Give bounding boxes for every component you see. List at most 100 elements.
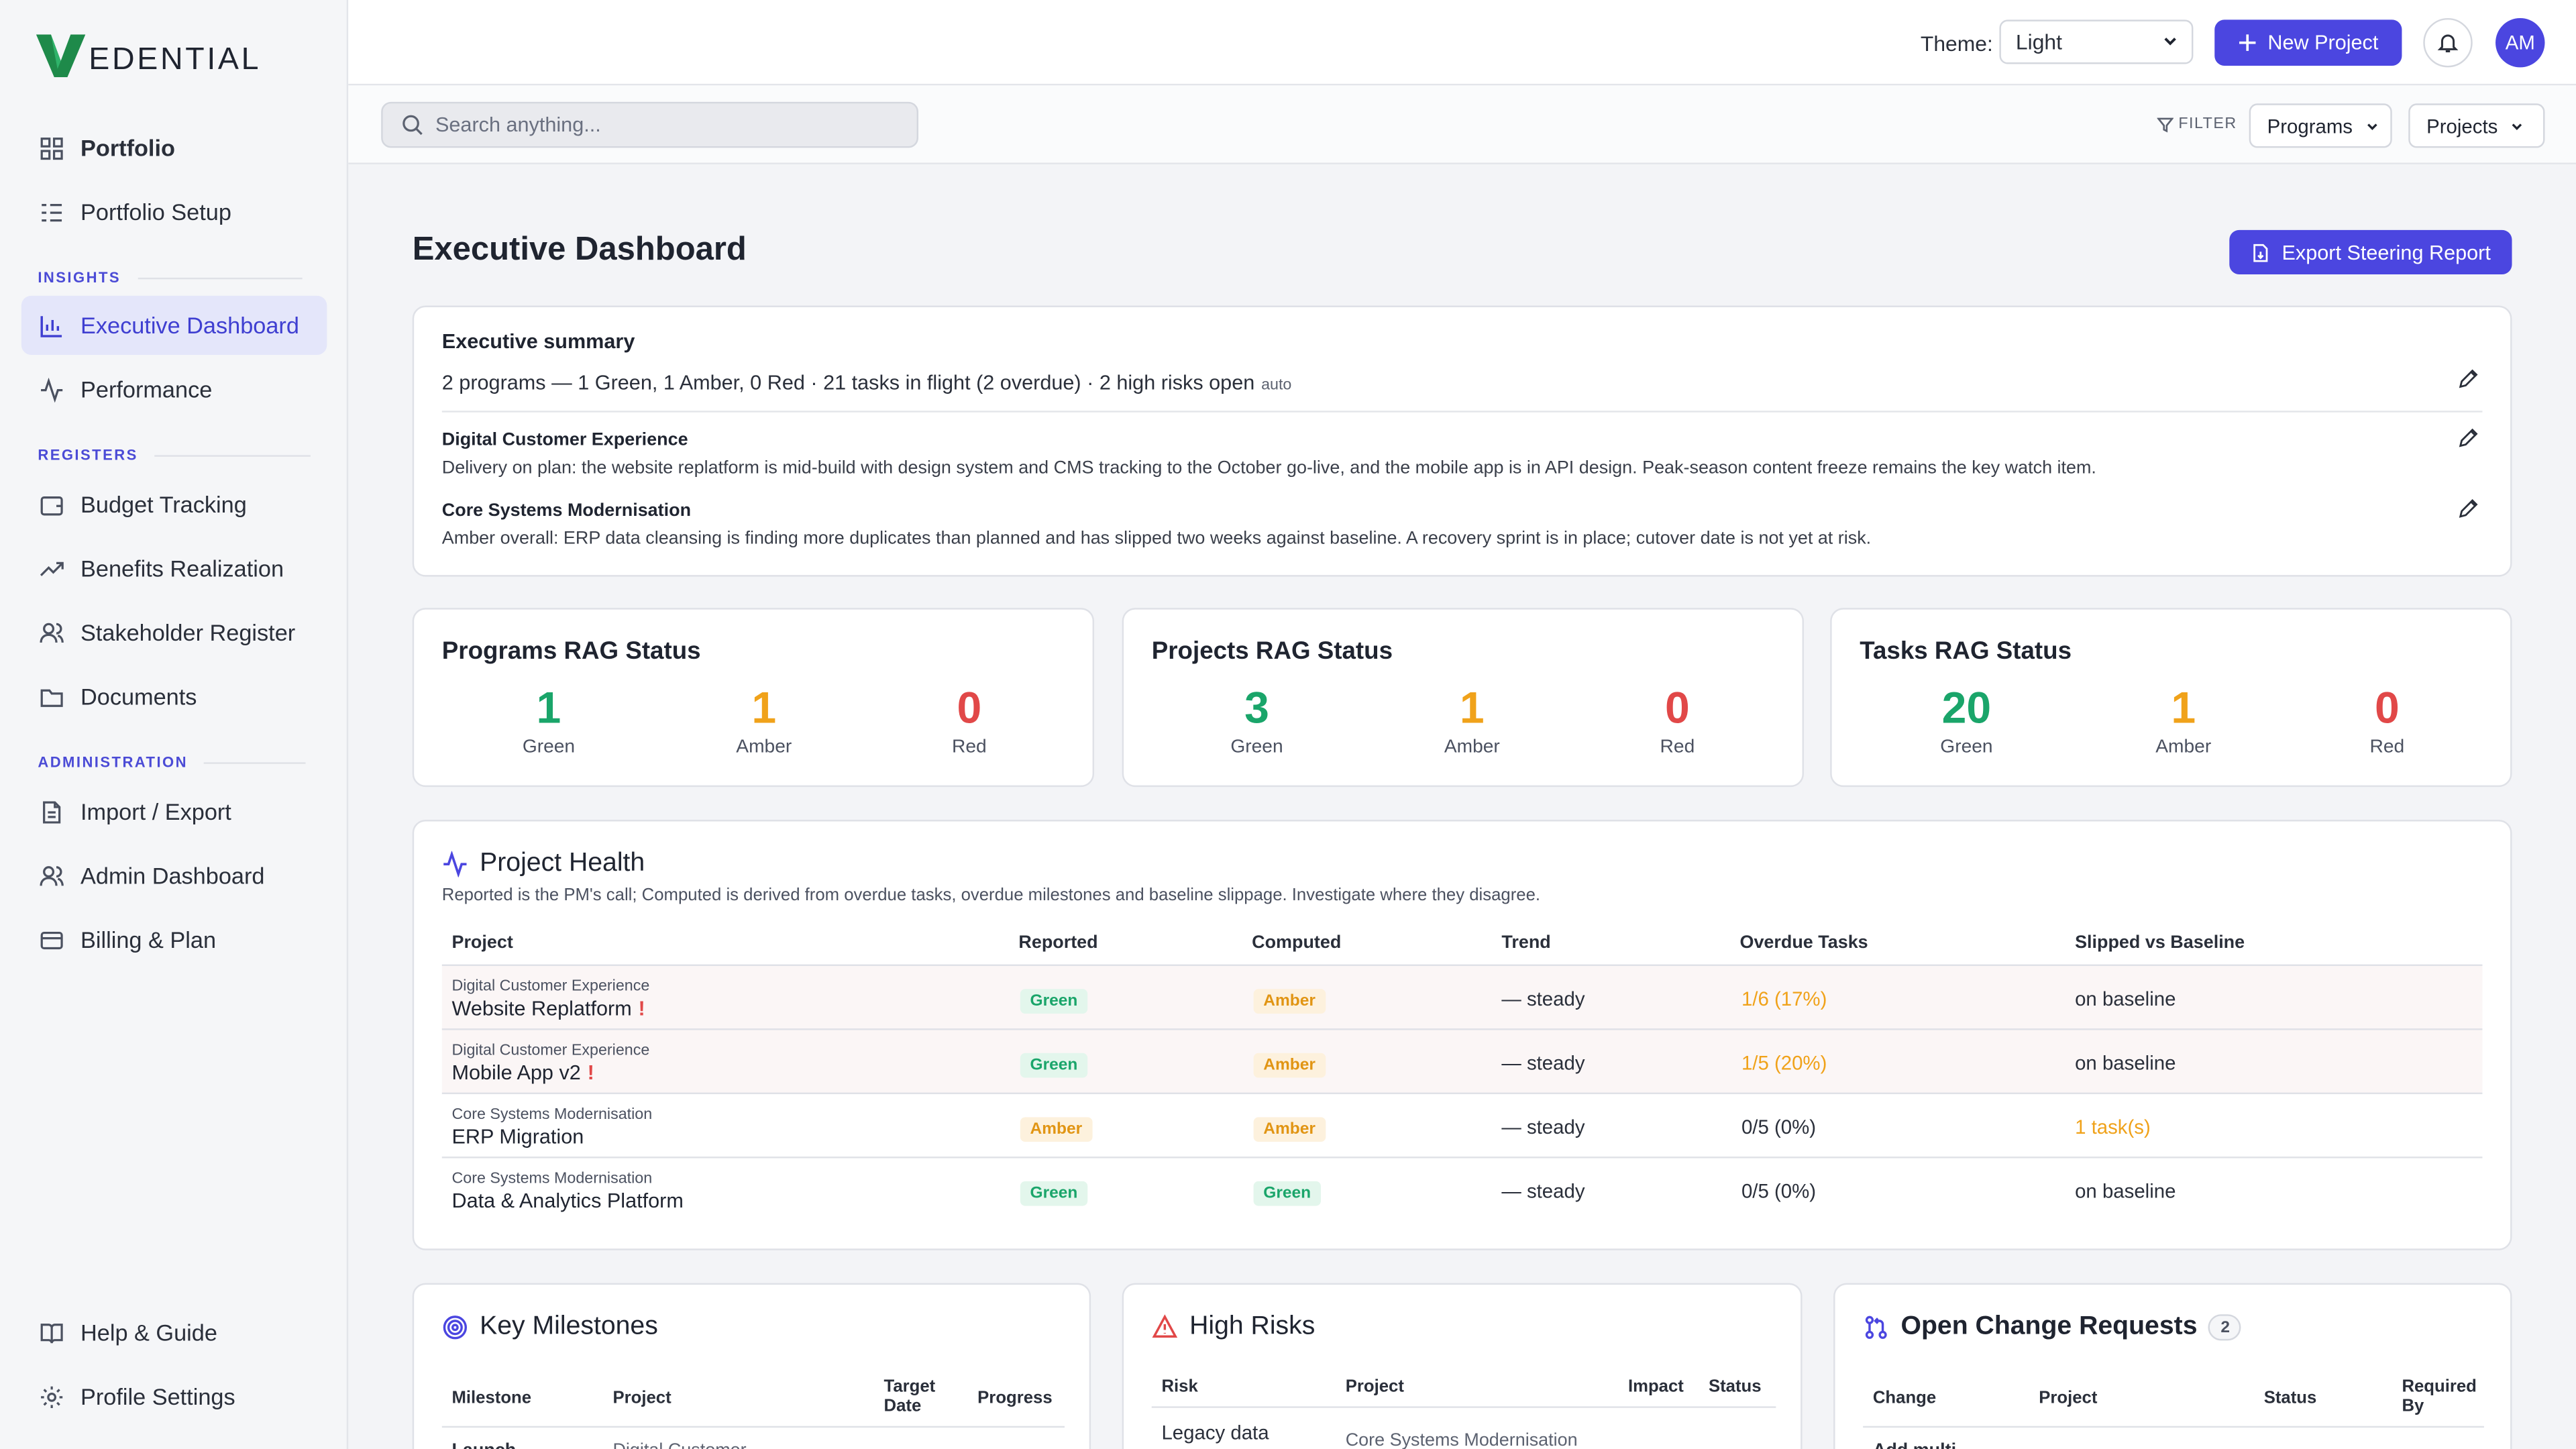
sidebar-item-portfolio-setup[interactable]: Portfolio Setup [21,182,327,241]
rag-title: Programs RAG Status [441,637,701,665]
theme-select[interactable]: Light [1999,19,2194,64]
search-input[interactable]: Search anything... [381,101,918,148]
overdue-value: 0/5 (0%) [1741,1179,1817,1203]
sidebar-item-label: Portfolio Setup [80,199,231,225]
export-steering-report-button[interactable]: Export Steering Report [2229,229,2512,274]
filter-bar: Search anything... FILTER Programs Proje… [348,85,2576,164]
edit-summary-button[interactable] [2458,368,2481,391]
program-name: Core Systems Modernisation [451,1169,653,1188]
risk-project: Core Systems Modernisation [1345,1431,1578,1449]
milestone-project: Digital Customer [612,1441,746,1449]
sidebar-item-profile-settings[interactable]: Profile Settings [21,1367,327,1426]
column-header: Trend [1501,933,1551,953]
overdue-value: 1/5 (20%) [1741,1051,1827,1075]
edit-program-summary-button[interactable] [2458,498,2481,521]
tasks-rag-card: Tasks RAG Status 20 Green 1 Amber 0 Red [1830,608,2512,788]
gear-icon [38,1383,64,1409]
computed-badge: Amber [1253,1117,1326,1142]
column-header: Impact [1627,1377,1684,1397]
rag-red-count: 0 [2374,683,2400,733]
rag-amber-count: 1 [2171,683,2196,733]
risk-name: Legacy data [1161,1421,1269,1444]
overdue-value: 1/6 (17%) [1741,987,1827,1011]
sidebar: EDENTIAL Portfolio Portfolio Setup INSIG… [0,0,349,1449]
sidebar-item-benefits-realization[interactable]: Benefits Realization [21,539,327,598]
rag-green-label: Green [522,737,576,757]
rag-red-label: Red [952,737,987,757]
program-summary-text: Delivery on plan: the website replatform… [441,458,2096,478]
file-icon [38,798,64,824]
trend-value: — steady [1501,987,1585,1011]
rag-red-label: Red [2369,737,2405,757]
column-header: Overdue Tasks [1739,933,1868,953]
executive-summary-title: Executive summary [441,330,635,354]
rag-amber-count: 1 [751,683,777,733]
project-health-title: Project Health [442,849,645,879]
projects-dropdown[interactable]: Projects [2408,103,2545,148]
sidebar-item-executive-dashboard[interactable]: Executive Dashboard [21,295,327,355]
rag-green-count: 1 [536,683,561,733]
reported-badge: Green [1020,989,1088,1014]
column-header: Project [2039,1388,2098,1408]
section-registers: REGISTERS [38,447,311,464]
programs-dropdown[interactable]: Programs [2249,103,2392,148]
key-milestones-card: Key Milestones Milestone Project Target … [412,1283,1091,1449]
activity-icon [442,851,468,877]
auto-badge: auto [1261,376,1292,394]
rag-green-count: 20 [1941,683,1992,733]
key-milestones-title: Key Milestones [442,1313,658,1342]
trend-value: — steady [1501,1051,1585,1075]
trend-value: — steady [1501,1179,1585,1203]
edit-program-summary-button[interactable] [2458,427,2481,450]
rag-title: Projects RAG Status [1151,637,1393,665]
sidebar-item-label: Admin Dashboard [80,862,265,889]
column-header: Project [612,1388,672,1408]
target-icon [442,1314,468,1340]
sidebar-item-portfolio[interactable]: Portfolio [21,118,327,177]
new-project-button[interactable]: New Project [2214,19,2402,66]
section-administration: ADMINISTRATION [38,754,307,771]
sidebar-item-label: Budget Tracking [80,491,247,518]
grid-icon [38,135,64,161]
slipped-value: on baseline [2075,1179,2176,1203]
column-header: Project [1345,1377,1404,1397]
rag-red-count: 0 [957,683,982,733]
sidebar-item-label: Documents [80,683,197,710]
sidebar-item-import-export[interactable]: Import / Export [21,782,327,841]
sidebar-item-label: Executive Dashboard [80,312,299,339]
sidebar-item-performance[interactable]: Performance [21,360,327,419]
program-summary-title: Digital Customer Experience [441,430,688,451]
sidebar-item-stakeholder-register[interactable]: Stakeholder Register [21,603,327,662]
sidebar-item-label: Import / Export [80,798,231,825]
pencil-icon [2459,428,2478,447]
project-name: ERP Migration [451,1125,584,1148]
sidebar-item-label: Stakeholder Register [80,619,296,646]
sidebar-item-budget-tracking[interactable]: Budget Tracking [21,475,327,534]
folder-icon [38,684,64,710]
sidebar-item-label: Billing & Plan [80,926,217,953]
table-row[interactable]: Digital Customer Experience Website Repl… [441,964,2483,1029]
project-name: Mobile App v2! [451,1061,594,1085]
table-row[interactable]: Core Systems Modernisation Data & Analyt… [441,1157,2483,1221]
table-row[interactable]: Digital Customer Experience Mobile App v… [441,1028,2483,1093]
sidebar-item-label: Portfolio [80,134,175,162]
sidebar-item-documents[interactable]: Documents [21,667,327,726]
column-header: Slipped vs Baseline [2075,933,2245,953]
sidebar-item-admin-dashboard[interactable]: Admin Dashboard [21,846,327,905]
high-risks-title: High Risks [1152,1313,1315,1342]
column-header: Target Date [883,1377,936,1417]
list-settings-icon [38,199,64,225]
search-icon [401,113,424,136]
theme-label: Theme: [1920,31,1993,56]
table-row[interactable]: Core Systems Modernisation ERP Migration… [441,1092,2483,1157]
warning-flag: ! [587,1061,594,1085]
count-badge: 2 [2208,1314,2242,1341]
sidebar-item-help-guide[interactable]: Help & Guide [21,1303,327,1362]
avatar[interactable]: AM [2496,17,2545,68]
logo[interactable]: EDENTIAL [36,33,261,79]
project-health-subtitle: Reported is the PM's call; Computed is d… [441,885,1541,906]
notifications-button[interactable] [2423,17,2473,68]
sidebar-item-billing-plan[interactable]: Billing & Plan [21,910,327,969]
reported-badge: Amber [1020,1117,1092,1142]
pencil-icon [2459,499,2478,518]
